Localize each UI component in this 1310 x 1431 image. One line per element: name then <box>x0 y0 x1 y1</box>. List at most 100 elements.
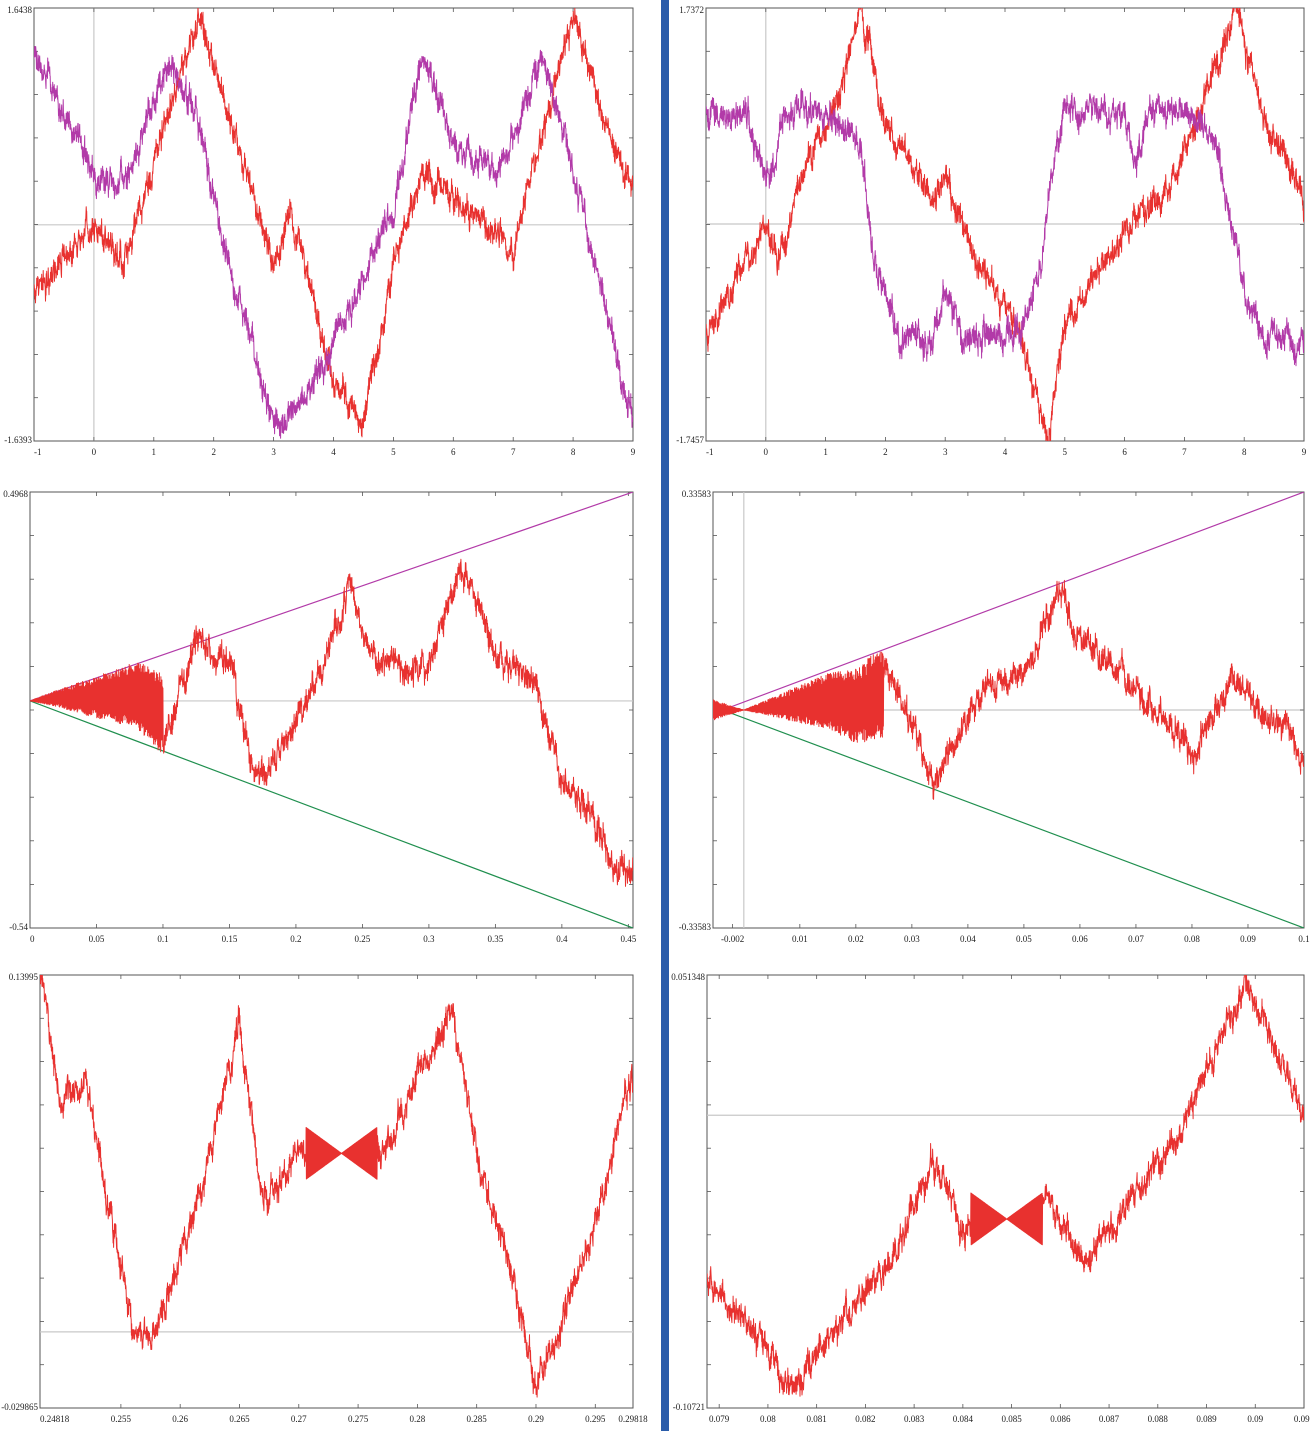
x-tick-label: 0.285 <box>467 1414 488 1424</box>
panel-p3: 0 0.05 0.1 0.15 0.2 0.25 0.3 0.35 0.4 0.45 0.4968 -… <box>3 489 636 944</box>
x-tick-label: 0.086 <box>1050 1414 1071 1424</box>
x-tick-label: 5 <box>391 447 396 457</box>
plot-frame <box>706 974 1305 1409</box>
x-tick-label: 0.15 <box>222 934 238 944</box>
x-tick-label: 3 <box>943 447 948 457</box>
x-tick-label: 0.02 <box>848 934 864 944</box>
y-min-label: -0.54 <box>9 922 28 932</box>
x-tick-label: 0.087 <box>1099 1414 1120 1424</box>
x-tick-label: 1 <box>152 447 157 457</box>
x-tick-label: 0.082 <box>855 1414 875 1424</box>
x-tick-label: 0.1 <box>1298 934 1309 944</box>
x-tick-label: 0.35 <box>488 934 504 944</box>
x-tick-label: 9 <box>1302 447 1307 457</box>
x-tick-label: 3 <box>271 447 276 457</box>
series-line <box>30 700 633 928</box>
x-tick-label: 9 <box>631 447 636 457</box>
x-tick-label: 0.27 <box>291 1414 307 1424</box>
x-tick-label: 0.07 <box>1128 934 1144 944</box>
panel-p2: -1 0 1 2 3 4 5 6 7 8 9 1.7372 -1.7457 <box>676 5 1307 457</box>
series-line <box>34 46 633 439</box>
y-max-label: 0.4968 <box>3 489 28 499</box>
x-tick-label: 0.08 <box>1184 934 1200 944</box>
x-tick-label: 4 <box>1003 447 1008 457</box>
x-tick-label: 2 <box>211 447 216 457</box>
x-tick-label: 0.255 <box>111 1414 132 1424</box>
y-min-label: -0.10721 <box>673 1402 705 1412</box>
x-tick-label: 0.275 <box>348 1414 369 1424</box>
column-divider <box>661 0 669 1431</box>
x-tick-label: 0.085 <box>1001 1414 1022 1424</box>
x-tick-label: 8 <box>1242 447 1247 457</box>
series-line <box>706 88 1304 367</box>
x-tick-label: 4 <box>331 447 336 457</box>
series-line <box>30 558 633 887</box>
x-tick-label: -1 <box>34 447 42 457</box>
series-line <box>34 8 633 438</box>
series-line <box>707 975 1304 1397</box>
y-min-label: -1.6393 <box>4 435 32 445</box>
x-tick-label: 0 <box>764 447 769 457</box>
panel-p5: 0.24818 0.255 0.26 0.265 0.27 0.275 0.28 0.285 0… <box>1 972 648 1424</box>
series-line <box>713 579 1304 800</box>
x-tick-label: 1 <box>823 447 828 457</box>
x-tick-label: -0.002 <box>721 934 744 944</box>
x-tick-label: 0.09 <box>1247 1414 1263 1424</box>
x-tick-label: 0.3 <box>423 934 435 944</box>
x-tick-label: 0.29818 <box>618 1414 648 1424</box>
series-line <box>713 492 1304 715</box>
y-max-label: 0.051348 <box>671 972 705 982</box>
y-max-label: 0.33583 <box>682 489 712 499</box>
x-tick-label: 0.45 <box>620 934 636 944</box>
series-line <box>706 8 1304 441</box>
x-tick-label: 0 <box>30 934 35 944</box>
x-tick-label: 0.29 <box>528 1414 544 1424</box>
x-tick-label: 0.05 <box>1016 934 1032 944</box>
x-tick-label: 0.03 <box>904 934 920 944</box>
x-tick-label: 0.2 <box>290 934 301 944</box>
y-max-label: 1.6438 <box>7 5 32 15</box>
x-tick-label: 7 <box>511 447 516 457</box>
x-tick-label: 2 <box>883 447 888 457</box>
x-tick-label: 0.084 <box>953 1414 974 1424</box>
x-tick-label: 0 <box>92 447 97 457</box>
x-tick-label: 0.05 <box>89 934 105 944</box>
x-tick-label: 7 <box>1182 447 1187 457</box>
panel-p4: -0.002 0.01 0.02 0.03 0.04 0.05 0.06 0.07 0.08 0.… <box>679 489 1310 944</box>
y-min-label: -0.33583 <box>679 922 712 932</box>
x-tick-label: 0.4 <box>556 934 568 944</box>
x-tick-label: 0.265 <box>229 1414 250 1424</box>
x-tick-label: 0.24818 <box>40 1414 70 1424</box>
series-line <box>713 705 1304 928</box>
x-tick-label: 6 <box>1122 447 1127 457</box>
x-tick-label: 0.079 <box>709 1414 730 1424</box>
x-tick-label: 0.083 <box>904 1414 925 1424</box>
x-tick-label: 0.1 <box>157 934 168 944</box>
x-tick-label: 0.088 <box>1148 1414 1169 1424</box>
panel-p6: 0.079 0.08 0.081 0.082 0.083 0.084 0.085 0.086 0… <box>671 972 1310 1424</box>
x-tick-label: 8 <box>571 447 576 457</box>
x-tick-label: 5 <box>1063 447 1068 457</box>
x-tick-label: 0.08 <box>760 1414 776 1424</box>
x-tick-label: 0.09 <box>1240 934 1256 944</box>
x-tick-label: -1 <box>706 447 714 457</box>
panel-p1: -1 0 1 2 3 4 5 6 7 8 9 1.6438 -1.6393 <box>4 5 636 457</box>
x-tick-label: 0.06 <box>1072 934 1088 944</box>
x-tick-label: 0.295 <box>585 1414 606 1424</box>
x-tick-label: 0.28 <box>410 1414 426 1424</box>
x-tick-label: 0.081 <box>807 1414 827 1424</box>
x-tick-label: 0.091 <box>1294 1414 1310 1424</box>
y-max-label: 0.13995 <box>9 972 39 982</box>
plot-frame <box>39 974 634 1409</box>
series-line <box>40 975 633 1398</box>
x-tick-label: 0.26 <box>172 1414 188 1424</box>
y-min-label: -1.7457 <box>676 435 704 445</box>
x-tick-label: 0.25 <box>355 934 371 944</box>
series-line <box>30 492 633 702</box>
x-tick-label: 0.01 <box>792 934 808 944</box>
y-min-label: -0.029865 <box>1 1402 38 1412</box>
x-tick-label: 0.089 <box>1196 1414 1217 1424</box>
x-tick-label: 0.04 <box>960 934 976 944</box>
y-max-label: 1.7372 <box>679 5 704 15</box>
